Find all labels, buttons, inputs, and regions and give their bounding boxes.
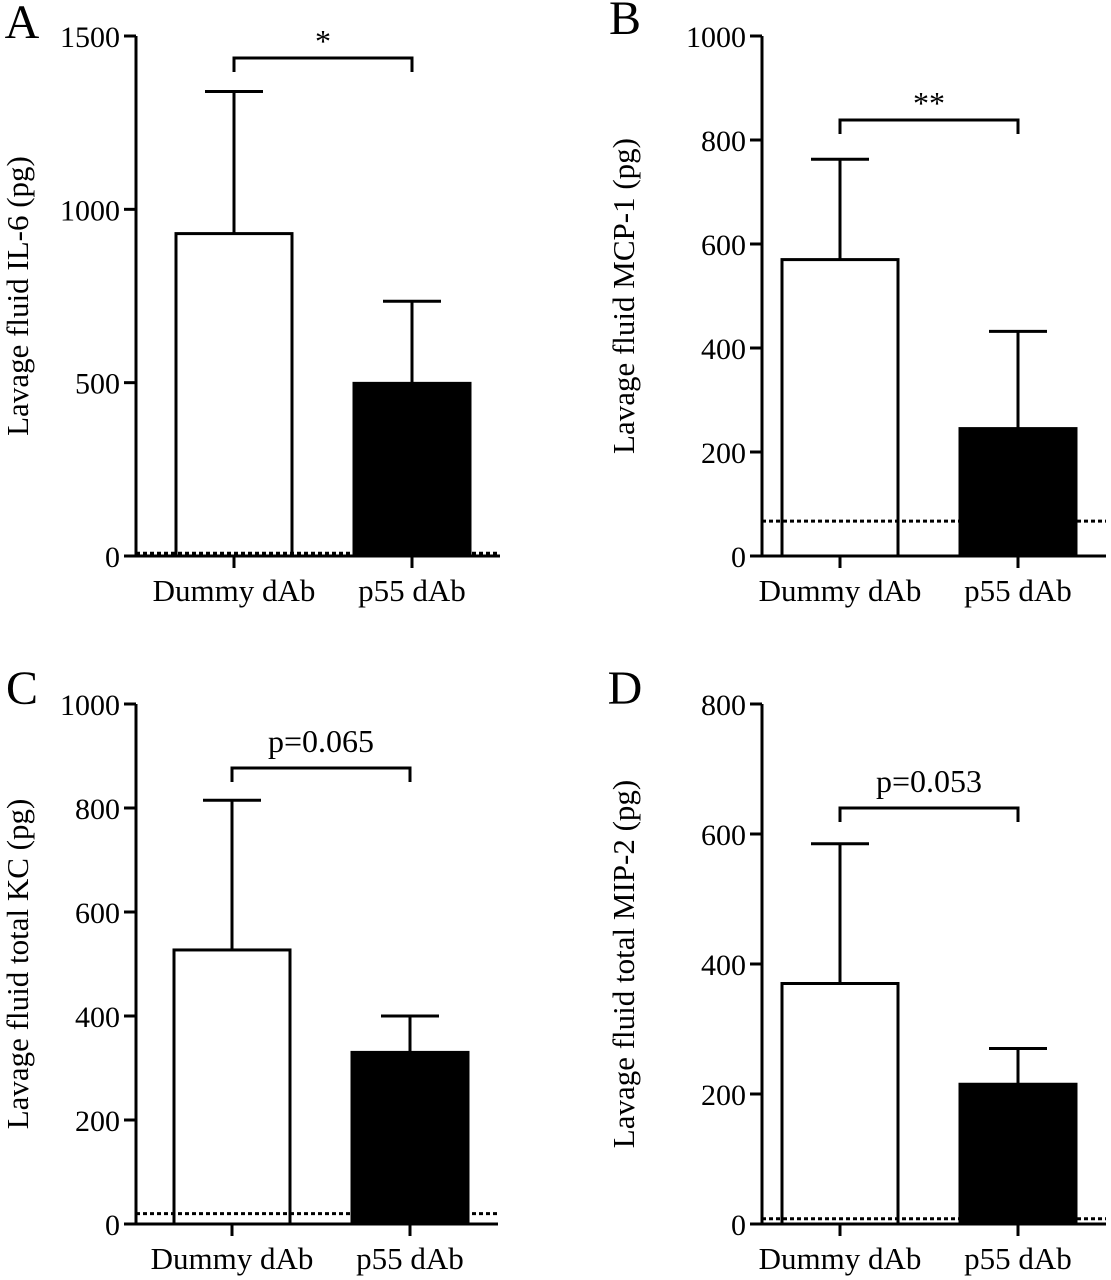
- x-category-label: p55 dAb: [964, 1241, 1072, 1276]
- y-tick-label: 600: [75, 897, 120, 930]
- panel-b: B 0 200 400 600 800 1000 Lavage fluid MCP-1 (pg…: [606, 0, 1106, 608]
- significance-label: *: [315, 23, 331, 59]
- significance-label: **: [913, 85, 945, 121]
- y-tick-label: 800: [75, 793, 120, 826]
- y-axis-title: Lavage fluid total KC (pg): [0, 799, 35, 1130]
- x-category-label: Dummy dAb: [759, 573, 922, 608]
- y-tick-label: 400: [701, 949, 746, 982]
- y-tick-label: 200: [701, 437, 746, 470]
- y-tick-label: 1500: [60, 21, 120, 54]
- significance-bracket: [232, 56, 414, 72]
- x-category-label: Dummy dAb: [759, 1241, 922, 1276]
- bar-dummy-dab: [172, 948, 292, 1226]
- bar-p55-dab: [352, 381, 472, 558]
- y-axis-title: Lavage fluid IL-6 (pg): [0, 156, 35, 436]
- y-tick-label: 500: [75, 368, 120, 401]
- y-tick-label: 0: [731, 1209, 746, 1242]
- y-tick-label: 0: [105, 541, 120, 574]
- y-tick-label: 0: [105, 1209, 120, 1242]
- bar-p55-dab: [958, 1082, 1078, 1226]
- panel-letter: B: [609, 0, 641, 45]
- bar-p55-dab: [350, 1050, 470, 1226]
- y-axis-title: Lavage fluid total MIP-2 (pg): [606, 780, 641, 1148]
- y-tick-label: 400: [701, 333, 746, 366]
- y-tick-label: 1000: [60, 194, 120, 227]
- panel-letter: C: [6, 662, 38, 715]
- bar-dummy-dab: [780, 258, 900, 558]
- bar-dummy-dab: [174, 232, 294, 558]
- significance-bracket: [230, 766, 412, 782]
- y-tick-label: 0: [731, 541, 746, 574]
- panel-letter: D: [608, 662, 643, 715]
- significance-bracket: [838, 806, 1020, 822]
- panel-c: C 0 200 400 600 800 1000 Lavage fluid total KC …: [0, 662, 498, 1276]
- y-tick-label: 200: [701, 1079, 746, 1112]
- y-tick-label: 800: [701, 125, 746, 158]
- y-tick-label: 600: [701, 229, 746, 262]
- x-category-label: Dummy dAb: [153, 573, 316, 608]
- y-axis-title: Lavage fluid MCP-1 (pg): [606, 138, 641, 454]
- x-category-label: p55 dAb: [358, 573, 466, 608]
- x-category-label: Dummy dAb: [151, 1241, 314, 1276]
- significance-label: p=0.053: [876, 763, 982, 799]
- significance-label: p=0.065: [268, 723, 374, 759]
- y-tick-label: 1000: [60, 689, 120, 722]
- x-category-label: p55 dAb: [964, 573, 1072, 608]
- bar-dummy-dab: [780, 982, 900, 1226]
- y-tick-label: 400: [75, 1001, 120, 1034]
- y-tick-label: 1000: [686, 21, 746, 54]
- y-tick-label: 600: [701, 819, 746, 852]
- significance-bracket: [838, 118, 1020, 134]
- panel-letter: A: [5, 0, 40, 49]
- panel-d: D 0 200 400 600 800 Lavage fluid total MIP-2 (…: [606, 662, 1106, 1276]
- x-category-label: p55 dAb: [356, 1241, 464, 1276]
- panel-a: A 0 500 1000 1500 Lavage fluid IL-6 (pg) Dummy…: [0, 0, 500, 608]
- y-tick-label: 200: [75, 1105, 120, 1138]
- y-tick-label: 800: [701, 689, 746, 722]
- bar-p55-dab: [958, 427, 1078, 558]
